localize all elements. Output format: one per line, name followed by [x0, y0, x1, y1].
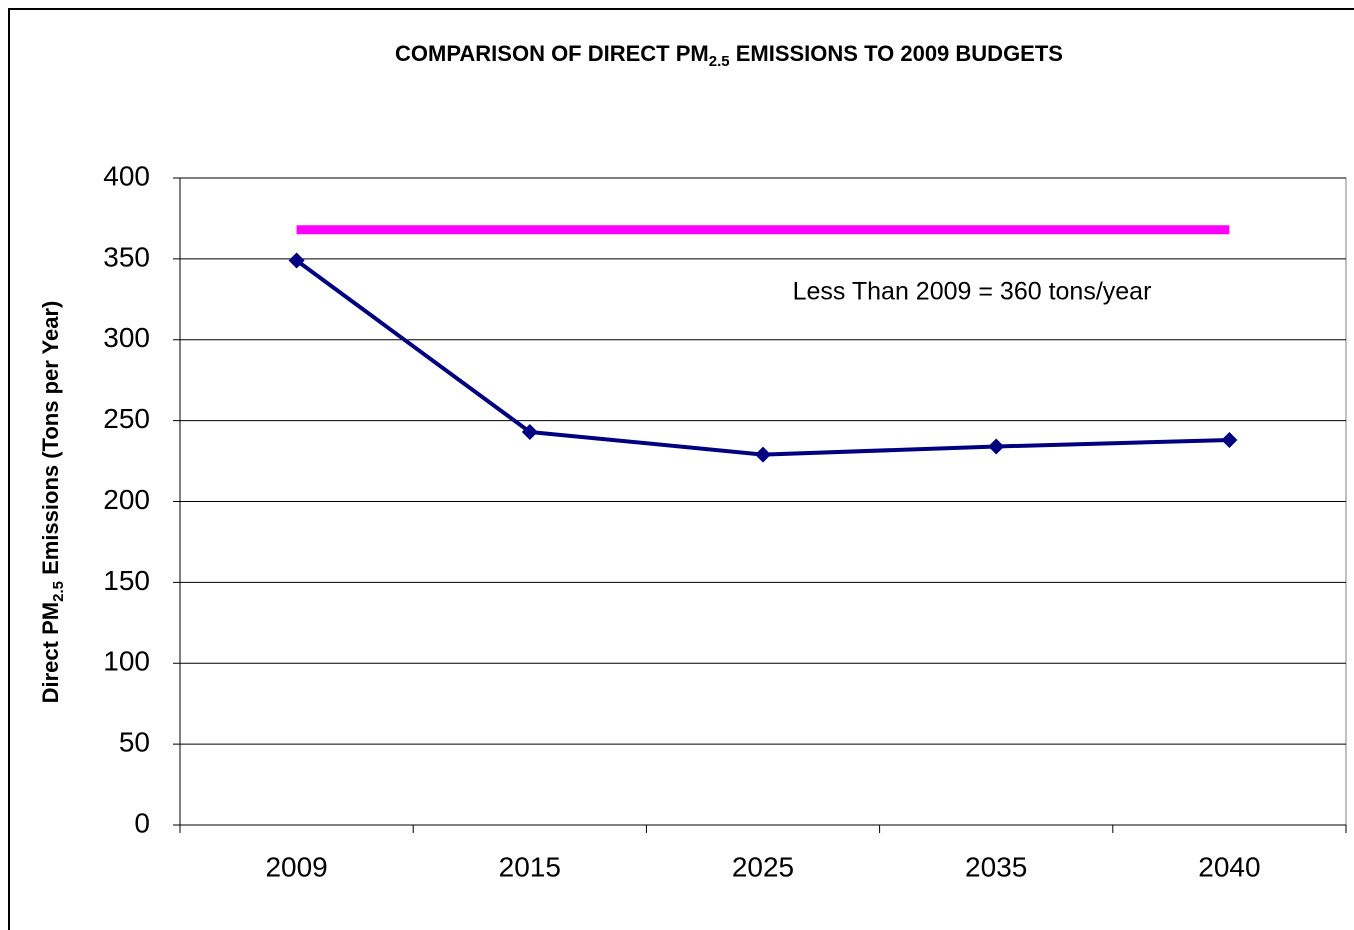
x-tick-label: 2025 — [732, 851, 794, 882]
y-tick-label: 300 — [103, 322, 150, 353]
y-tick-label: 250 — [103, 403, 150, 434]
y-label-part: Emissions (Tons per Year) — [38, 301, 63, 581]
marker — [1221, 432, 1238, 449]
y-tick-label: 400 — [103, 160, 150, 191]
marker — [755, 446, 771, 463]
marker — [988, 438, 1005, 455]
marker — [288, 252, 305, 269]
title-part: EMISSIONS TO 2009 BUDGETS — [730, 41, 1063, 66]
title-subscript: 2.5 — [709, 53, 730, 70]
y-tick-label: 50 — [119, 727, 150, 758]
y-tick-label: 200 — [103, 484, 150, 515]
y-tick-label: 0 — [134, 807, 150, 838]
y-tick-label: 350 — [103, 241, 150, 272]
chart-frame — [8, 8, 1354, 930]
y-tick-label: 100 — [103, 646, 150, 677]
y-label-part: Direct PM — [38, 602, 63, 703]
x-tick-label: 2015 — [499, 851, 561, 882]
marker — [521, 423, 538, 440]
annotation: Less Than 2009 = 360 tons/year — [793, 278, 1152, 306]
x-tick-label: 2035 — [965, 851, 1027, 882]
chart-title: COMPARISON OF DIRECT PM2.5 EMISSIONS TO … — [395, 41, 1063, 70]
x-tick-label: 2009 — [265, 851, 327, 882]
x-tick-label: 2040 — [1198, 851, 1260, 882]
y-axis-label: Direct PM2.5 Emissions (Tons per Year) — [38, 301, 67, 704]
y-label-subscript: 2.5 — [50, 581, 67, 602]
y-tick-label: 150 — [103, 565, 150, 596]
title-part: COMPARISON OF DIRECT PM — [395, 41, 709, 66]
